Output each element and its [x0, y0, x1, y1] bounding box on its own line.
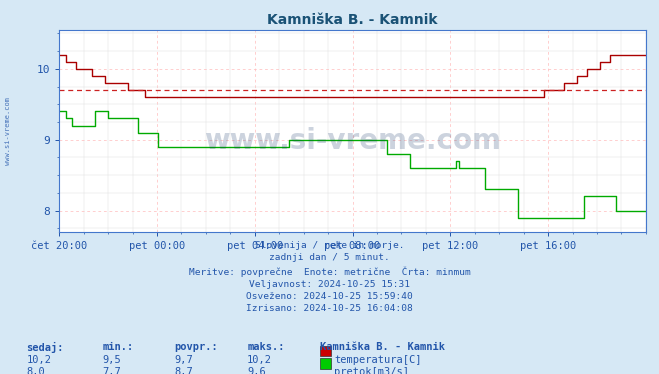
- Text: Slovenija / reke in morje.
zadnji dan / 5 minut.
Meritve: povprečne  Enote: metr: Slovenija / reke in morje. zadnji dan / …: [188, 241, 471, 313]
- Text: www.si-vreme.com: www.si-vreme.com: [5, 97, 11, 165]
- Text: 9,5: 9,5: [102, 355, 121, 365]
- Text: 8,7: 8,7: [175, 367, 193, 374]
- Text: 9,7: 9,7: [175, 355, 193, 365]
- Text: www.si-vreme.com: www.si-vreme.com: [204, 127, 501, 155]
- Text: povpr.:: povpr.:: [175, 342, 218, 352]
- Text: 7,7: 7,7: [102, 367, 121, 374]
- Text: 8,0: 8,0: [26, 367, 45, 374]
- Text: temperatura[C]: temperatura[C]: [334, 355, 422, 365]
- Text: Kamniška B. - Kamnik: Kamniška B. - Kamnik: [320, 342, 445, 352]
- Text: 9,6: 9,6: [247, 367, 266, 374]
- Text: 10,2: 10,2: [247, 355, 272, 365]
- Text: 10,2: 10,2: [26, 355, 51, 365]
- Title: Kamniška B. - Kamnik: Kamniška B. - Kamnik: [268, 13, 438, 27]
- Text: pretok[m3/s]: pretok[m3/s]: [334, 367, 409, 374]
- Text: min.:: min.:: [102, 342, 133, 352]
- Text: sedaj:: sedaj:: [26, 342, 64, 353]
- Text: maks.:: maks.:: [247, 342, 285, 352]
